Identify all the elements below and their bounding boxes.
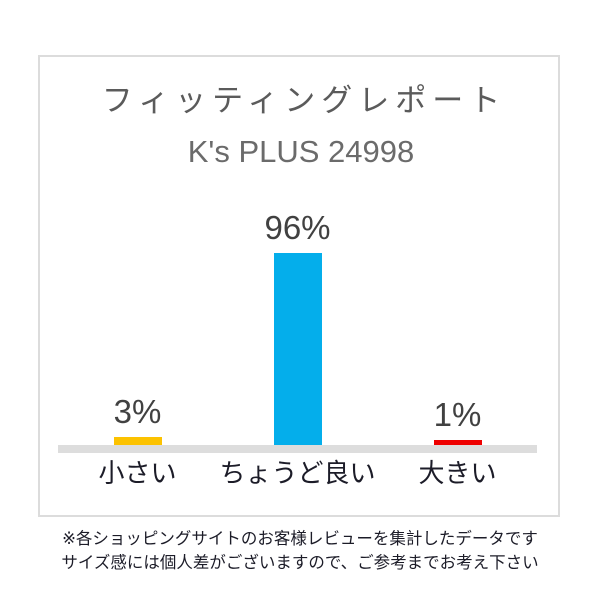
- bar-column-just-right: 96%: [218, 192, 377, 445]
- report-card: フィッティングレポート K's PLUS 24998 3% 96% 1% 小さい…: [38, 55, 560, 517]
- footer-disclaimer: ※各ショッピングサイトのお客様レビューを集計したデータです サイズ感には個人差が…: [0, 528, 600, 576]
- bar-column-large: 1%: [378, 192, 537, 445]
- page-title: フィッティングレポート: [101, 83, 507, 118]
- bar-rect-small: [113, 437, 162, 445]
- bar-value-label-small: 3%: [113, 393, 162, 430]
- category-label-small: 小さい: [98, 458, 177, 488]
- bar-value-label-large: 1%: [433, 396, 482, 433]
- bar-column-small: 3%: [58, 192, 217, 445]
- footer-disclaimer-line-1: ※各ショッピングサイトのお客様レビューを集計したデータです: [62, 530, 538, 548]
- footer-disclaimer-line-2: サイズ感には個人差がございますので、ご参考までお考え下さい: [61, 553, 539, 572]
- product-name-subtitle: K's PLUS 24998: [187, 134, 415, 169]
- bar-rect-large: [433, 440, 482, 445]
- bar-value-label-just-right: 96%: [264, 209, 331, 246]
- bar-chart-plot: 3% 96% 1%: [58, 192, 537, 445]
- category-axis-labels: 小さい ちょうど良い 大きい: [58, 457, 537, 490]
- axis-baseline: [58, 445, 537, 453]
- category-label-just-right: ちょうど良い: [219, 458, 376, 488]
- bar-rect-just-right: [273, 253, 322, 445]
- category-label-large: 大きい: [418, 458, 497, 488]
